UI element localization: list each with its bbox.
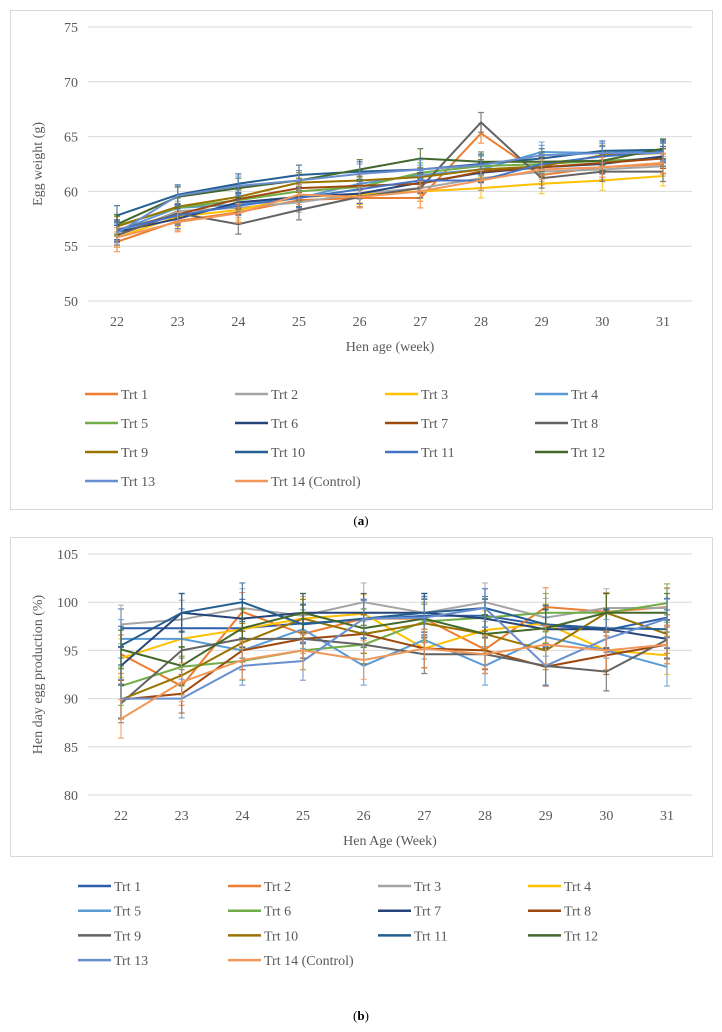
x-tick-label: 28 xyxy=(478,809,492,824)
legend-label: Trt 14 (Control) xyxy=(264,954,354,969)
series-line xyxy=(121,606,668,700)
x-tick-label: 27 xyxy=(417,809,431,824)
legend-label: Trt 13 xyxy=(121,475,155,490)
chart-a-egg-weight: 50 55 60 65 70 75 22 23 24 25 26 27 28 29 30 31 Hen age … xyxy=(31,21,692,490)
legend-label: Trt 2 xyxy=(264,880,291,895)
legend-label: Trt 11 xyxy=(421,446,455,461)
legend-label: Trt 5 xyxy=(121,417,148,432)
chart-a-frame xyxy=(10,10,713,510)
x-tick-label: 25 xyxy=(296,809,310,824)
series-line xyxy=(116,161,664,239)
caption-a: (a) xyxy=(353,513,369,528)
legend-label: Trt 6 xyxy=(271,417,298,432)
y-tick-label: 50 xyxy=(64,295,78,310)
y-tick-label: 80 xyxy=(64,789,78,804)
x-tick-label: 29 xyxy=(539,809,553,824)
x-tick-label: 30 xyxy=(599,809,613,824)
y-tick-label: 70 xyxy=(64,76,78,91)
legend-label: Trt 12 xyxy=(564,929,598,944)
y-tick-label: 95 xyxy=(64,644,78,659)
y-tick-label: 85 xyxy=(64,741,78,756)
legend-label: Trt 3 xyxy=(414,880,441,895)
x-tick-label: 23 xyxy=(171,315,185,330)
legend-label: Trt 4 xyxy=(564,880,591,895)
y-tick-label: 100 xyxy=(57,596,78,611)
x-tick-label: 28 xyxy=(474,315,488,330)
x-tick-label: 22 xyxy=(114,809,128,824)
series-line xyxy=(120,601,668,647)
caption-a-letter: a xyxy=(357,513,365,528)
series-line xyxy=(120,611,668,667)
legend-label: Trt 2 xyxy=(271,388,298,403)
series-line xyxy=(116,165,664,237)
x-tick-label: 25 xyxy=(292,315,306,330)
series-line xyxy=(116,150,664,231)
x-axis-title: Hen age (week) xyxy=(346,340,435,355)
legend-label: Trt 3 xyxy=(421,388,448,403)
x-tick-label: 24 xyxy=(231,315,245,330)
caption-b: (b) xyxy=(353,1008,369,1023)
x-tick-label: 23 xyxy=(175,809,189,824)
x-tick-label: 26 xyxy=(357,809,371,824)
legend-label: Trt 14 (Control) xyxy=(271,475,361,490)
series-line xyxy=(120,602,668,688)
x-tick-label: 24 xyxy=(235,809,249,824)
legend-label: Trt 5 xyxy=(114,905,141,920)
series-line xyxy=(120,611,668,701)
legend-label: Trt 13 xyxy=(114,954,148,969)
series-line xyxy=(120,611,667,667)
y-tick-label: 105 xyxy=(57,548,78,563)
caption-b-letter: b xyxy=(357,1008,365,1023)
legend-label: Trt 12 xyxy=(571,446,605,461)
series-line xyxy=(116,152,663,234)
y-axis-title: Egg weight (g) xyxy=(31,122,46,206)
x-tick-label: 27 xyxy=(413,315,427,330)
y-axis-title: Hen day egg production (%) xyxy=(31,594,46,754)
legend-label: Trt 11 xyxy=(414,929,448,944)
x-tick-label: 29 xyxy=(535,315,549,330)
series-line xyxy=(120,637,668,705)
legend-label: Trt 8 xyxy=(571,417,598,432)
legend-label: Trt 7 xyxy=(421,417,448,432)
x-tick-label: 26 xyxy=(353,315,367,330)
series-line xyxy=(116,157,664,227)
chart-b-egg-production: 80 85 90 95 100 105 22 23 24 25 26 27 28 29 30 31 Hen Ag… xyxy=(31,548,692,969)
x-tick-label: 22 xyxy=(110,315,124,330)
legend-label: Trt 8 xyxy=(564,905,591,920)
legend-label: Trt 9 xyxy=(121,446,148,461)
legend-label: Trt 10 xyxy=(264,929,298,944)
x-tick-label: 31 xyxy=(656,315,670,330)
y-tick-label: 55 xyxy=(64,240,78,255)
y-tick-label: 75 xyxy=(64,21,78,36)
x-tick-label: 30 xyxy=(595,315,609,330)
legend-label: Trt 10 xyxy=(271,446,305,461)
legend-label: Trt 4 xyxy=(571,388,598,403)
y-tick-label: 90 xyxy=(64,693,78,708)
series-line xyxy=(116,147,664,226)
legend-label: Trt 1 xyxy=(114,880,141,895)
series-line xyxy=(120,612,668,660)
y-tick-label: 65 xyxy=(64,131,78,146)
legend-label: Trt 9 xyxy=(114,929,141,944)
legend-label: Trt 7 xyxy=(414,905,441,920)
y-tick-label: 60 xyxy=(64,185,78,200)
x-tick-label: 31 xyxy=(660,809,674,824)
legend-label: Trt 1 xyxy=(121,388,148,403)
series-line xyxy=(120,643,668,720)
legend-label: Trt 6 xyxy=(264,905,291,920)
series-line xyxy=(116,120,663,237)
x-axis-title: Hen Age (Week) xyxy=(343,834,437,849)
